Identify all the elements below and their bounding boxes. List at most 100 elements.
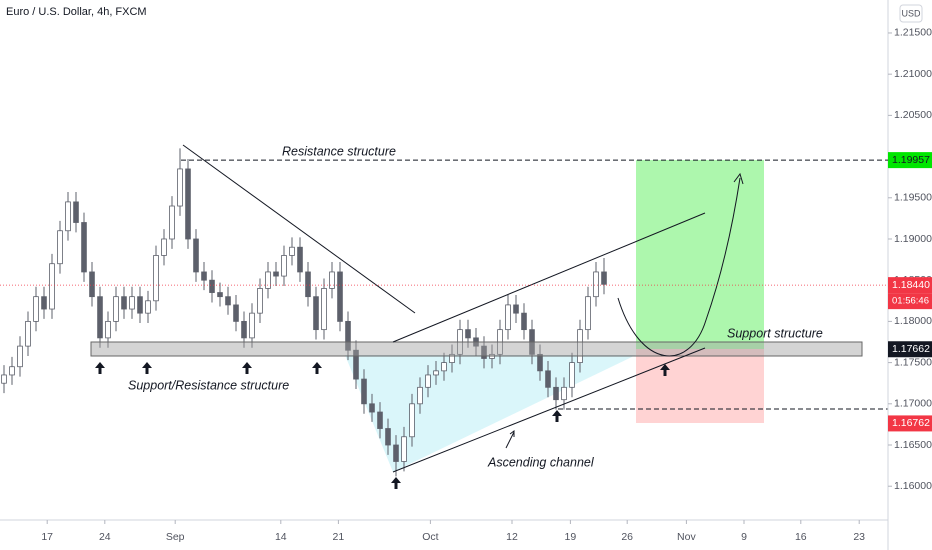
projection-arrow [733, 172, 744, 185]
candle-body [441, 362, 447, 372]
candle-body [241, 320, 247, 339]
price-tag [888, 415, 932, 432]
candle-body [249, 312, 255, 339]
price-tag [888, 341, 932, 358]
candle-body [201, 271, 207, 281]
candle-body [153, 255, 159, 302]
x-tick-label: 24 [99, 531, 111, 543]
arrows [95, 362, 670, 489]
candle-body [305, 271, 311, 298]
y-tick-label: 1.17000 [894, 398, 932, 410]
x-tick-label: 23 [853, 531, 865, 543]
stop-zone [636, 349, 764, 423]
candle-body [577, 329, 583, 363]
candle-body [121, 296, 127, 310]
candle-body [321, 288, 327, 331]
candle-body [41, 296, 47, 310]
chart-title: Euro / U.S. Dollar, 4h, FXCM [6, 6, 147, 18]
x-tick-label: 26 [621, 531, 633, 543]
candle-body [569, 362, 575, 388]
candle-body [169, 205, 175, 240]
candle-body [161, 238, 167, 256]
x-tick-label: Oct [422, 531, 438, 543]
candle-body [313, 296, 319, 331]
candle-body [433, 370, 439, 376]
candle-body [289, 246, 295, 256]
candle-body [361, 378, 367, 405]
candle-body [561, 386, 567, 401]
candle-body [225, 296, 231, 306]
candle-body [17, 345, 23, 368]
label-pointer-head [509, 430, 515, 437]
candle-body [545, 370, 551, 388]
annotation: Support structure [727, 326, 823, 340]
y-tick-label: 1.21000 [894, 68, 932, 80]
candle-body [97, 296, 103, 339]
candle-body [233, 304, 239, 322]
x-tick-label: 12 [506, 531, 518, 543]
x-tick-label: 14 [275, 531, 287, 543]
y-tick-label: 1.21500 [894, 27, 932, 39]
price-tag-label: 1.19957 [892, 154, 930, 166]
candle-body [345, 320, 351, 351]
candle-body [113, 296, 119, 322]
x-tick-label: Nov [677, 531, 696, 543]
annotation: Resistance structure [282, 144, 396, 158]
up-arrow [312, 362, 322, 374]
candle-body [593, 271, 599, 298]
y-tick-label: 1.20500 [894, 109, 932, 121]
candle-body [585, 296, 591, 331]
candle-body [449, 353, 455, 363]
candle-body [465, 329, 471, 339]
candle-body [257, 288, 263, 314]
candle-body [401, 436, 407, 462]
annotation: Ascending channel [487, 455, 595, 469]
y-tick-label: 1.19000 [894, 233, 932, 245]
candle-body [57, 230, 63, 265]
up-arrow [95, 362, 105, 374]
channel-upper [392, 212, 706, 343]
support-band [90, 341, 863, 357]
candle-body [49, 263, 55, 310]
x-tick-label: 9 [741, 531, 747, 543]
candle-body [177, 168, 183, 207]
countdown-tag [888, 293, 932, 310]
price-tag [888, 277, 932, 294]
candle-body [81, 222, 87, 273]
candle-body [137, 296, 143, 314]
target-zone [636, 160, 764, 349]
up-arrow [552, 410, 562, 422]
candle-body [409, 403, 415, 438]
candle-body [1, 374, 7, 384]
x-tick-label: 16 [795, 531, 807, 543]
x-tick-label: Sep [166, 531, 185, 543]
y-tick-label: 1.16500 [894, 439, 932, 451]
candle-body [105, 320, 111, 339]
price-tag [888, 152, 932, 169]
price-tag-label: 1.18440 [892, 279, 930, 291]
currency-button[interactable] [899, 4, 923, 23]
y-tick-label: 1.16000 [894, 480, 932, 492]
candle-body [281, 255, 287, 277]
candle-body [33, 296, 39, 322]
candle-body [425, 374, 431, 388]
candle-body [353, 349, 359, 380]
candle-body [265, 271, 271, 289]
candle-body [537, 353, 543, 372]
projection-curve [617, 177, 741, 357]
candle-body [369, 403, 375, 413]
currency: USD [901, 8, 921, 18]
up-arrow [391, 477, 401, 489]
y-tick-label: 1.18000 [894, 315, 932, 327]
up-arrow [242, 362, 252, 374]
x-tick-label: 19 [565, 531, 577, 543]
candle-body [73, 201, 79, 223]
candle-body [377, 411, 383, 429]
candle-body [553, 386, 559, 401]
candle-body [601, 271, 607, 285]
trend-line [182, 144, 416, 314]
price-tag-label: 1.16762 [892, 417, 930, 429]
x-tick-label: 21 [333, 531, 345, 543]
candle-body [521, 312, 527, 331]
candle-body [417, 386, 423, 405]
